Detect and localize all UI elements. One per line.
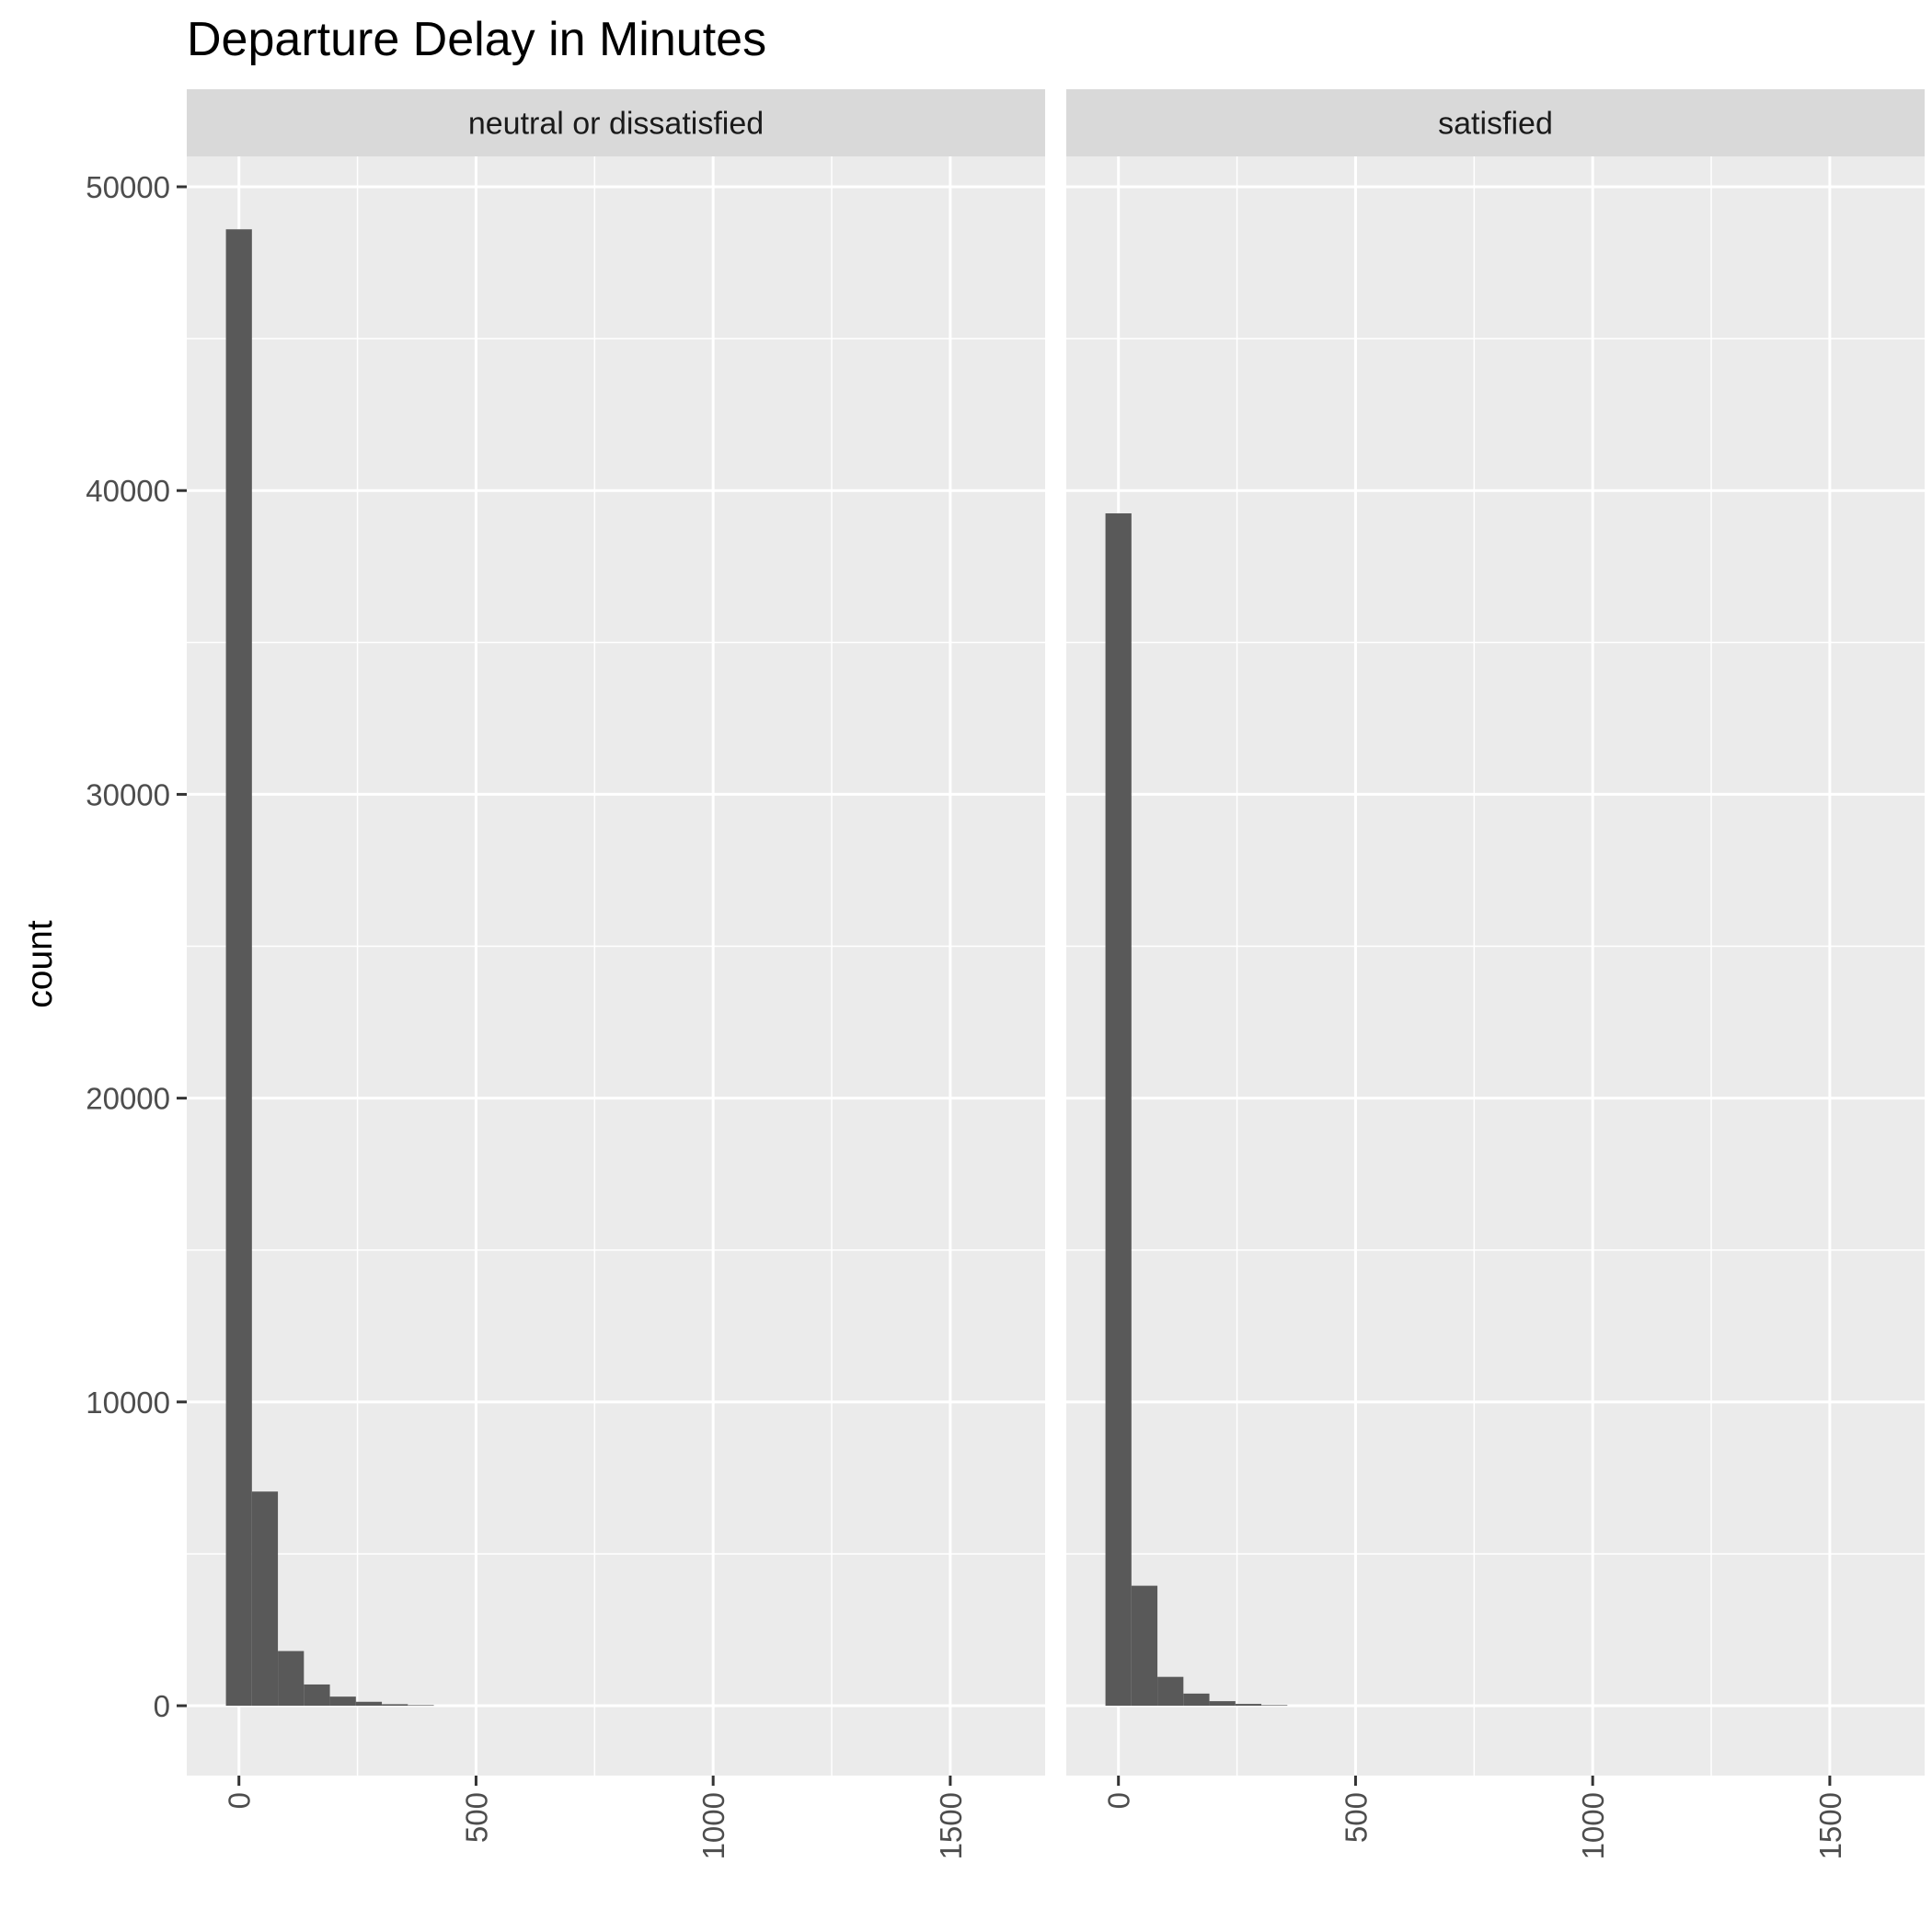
facet-strip (1066, 89, 1925, 156)
x-tick-label: 1000 (1576, 1792, 1610, 1859)
x-tick-label: 500 (1339, 1792, 1373, 1843)
facet-strip-label: neutral or dissatisfied (468, 107, 764, 142)
y-tick-label: 40000 (86, 474, 170, 508)
histogram-bar (408, 1705, 434, 1707)
x-tick-label: 0 (223, 1792, 257, 1809)
histogram-bar (1157, 1676, 1184, 1707)
histogram-bar (225, 229, 252, 1707)
histogram-bar (355, 1701, 383, 1707)
histogram-bar (329, 1696, 356, 1707)
facet-strip-label: satisfied (1438, 107, 1553, 142)
x-tick-label: 1000 (696, 1792, 730, 1859)
histogram-bar (1235, 1704, 1262, 1707)
y-tick-label: 10000 (86, 1386, 170, 1420)
histogram-bar (382, 1704, 408, 1707)
x-tick-label: 500 (459, 1792, 493, 1843)
histogram-bar (1183, 1693, 1210, 1707)
x-tick-label: 1500 (934, 1792, 968, 1859)
y-tick-label: 30000 (86, 777, 170, 811)
panel-background (187, 156, 1045, 1776)
x-tick-label: 0 (1102, 1792, 1136, 1809)
y-tick-label: 50000 (86, 170, 170, 204)
histogram-bar (1105, 512, 1132, 1707)
histogram-bar (278, 1650, 305, 1707)
x-tick-label: 1500 (1813, 1792, 1847, 1859)
histogram-bar (1131, 1585, 1158, 1707)
facet-panel-1: satisfied 0 500 1000 1500 (1066, 89, 1925, 1859)
chart-title: Departure Delay in Minutes (187, 13, 766, 66)
histogram-bar (251, 1491, 279, 1707)
y-tick-label: 0 (154, 1689, 170, 1723)
y-axis-title: count (20, 920, 60, 1008)
histogram-bar (1261, 1705, 1288, 1707)
facet-panel-0: neutral or dissatisfied 0 500 1000 1500 (187, 89, 1045, 1859)
histogram-bar (304, 1684, 330, 1707)
histogram-bar (1209, 1701, 1236, 1707)
facet-strip (187, 89, 1045, 156)
panel-background (1066, 156, 1925, 1776)
y-tick-label: 20000 (86, 1082, 170, 1116)
